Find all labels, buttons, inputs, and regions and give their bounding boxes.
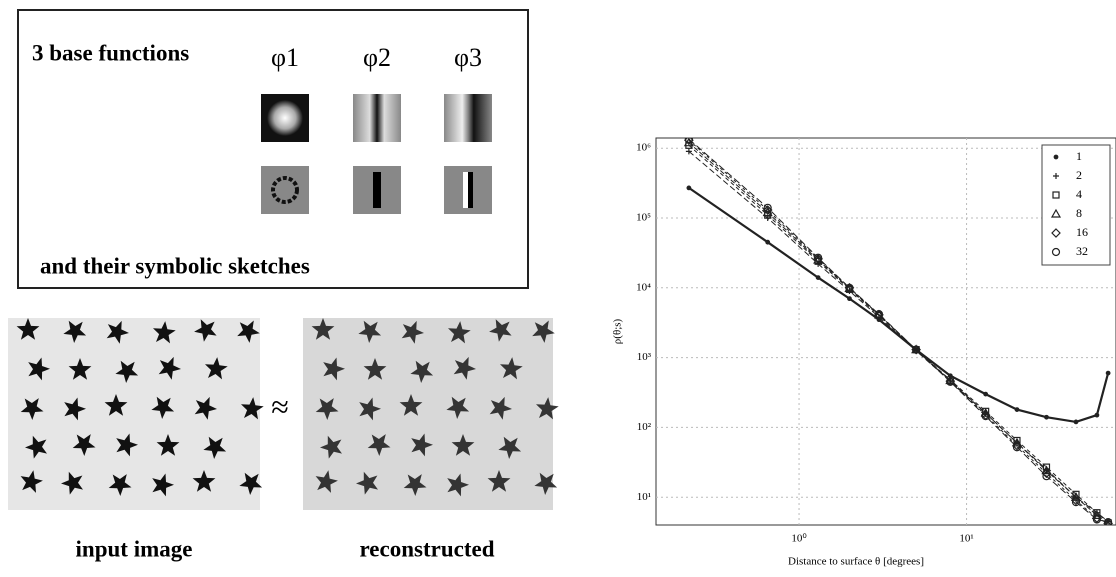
y-tick-label: 10⁵ (636, 212, 651, 224)
reconstructed-image (303, 318, 553, 510)
phi-label: φ1 (271, 43, 299, 72)
point (1054, 155, 1058, 159)
legend-label: 4 (1076, 187, 1082, 201)
base-title: 3 base functions (32, 40, 189, 65)
point (1074, 420, 1078, 424)
y-tick-label: 10³ (637, 351, 652, 363)
legend-label: 8 (1076, 206, 1082, 220)
point (1015, 408, 1019, 412)
input-image (8, 318, 260, 510)
y-tick-label: 10² (637, 421, 652, 433)
page: 3 base functions φ1 φ2 φ3 and their symb… (0, 0, 1116, 577)
sketch-image (261, 166, 309, 214)
point (848, 297, 852, 301)
sketch-bar (463, 172, 468, 208)
basis-image (353, 94, 401, 142)
point (1106, 371, 1110, 375)
point (984, 392, 988, 396)
x-tick-label: 10¹ (959, 533, 973, 545)
y-tick-label: 10¹ (637, 491, 651, 503)
point (687, 186, 691, 190)
plot: 10⁶ 10⁵ 10⁴ 10³ 10² 10¹ 10⁰ 10¹ Distance to surf… (612, 136, 1116, 568)
point (766, 240, 770, 244)
phi-label: φ3 (454, 43, 482, 72)
legend-label: 2 (1076, 168, 1082, 182)
x-axis-label: Distance to surface θ [degrees] (788, 556, 924, 568)
point (1045, 415, 1049, 419)
input-caption: input image (76, 536, 193, 561)
legend-label: 32 (1076, 244, 1088, 258)
y-tick-label: 10⁶ (636, 142, 651, 154)
sketch-caption: and their symbolic sketches (40, 253, 310, 278)
sketch-bar (373, 172, 381, 208)
point (1095, 413, 1099, 417)
basis-image (261, 94, 309, 142)
point (816, 276, 820, 280)
legend-label: 1 (1076, 149, 1082, 163)
approx-sign: ≈ (271, 388, 289, 424)
figure: 3 base functions φ1 φ2 φ3 and their symb… (0, 0, 1116, 572)
legend-label: 16 (1076, 225, 1088, 239)
basis-image (444, 94, 492, 142)
phi-label: φ2 (363, 43, 391, 72)
x-tick-label: 10⁰ (791, 533, 807, 545)
recon-caption: reconstructed (360, 536, 495, 561)
y-tick-label: 10⁴ (636, 281, 651, 293)
y-axis-label: ρ(θ;s) (612, 318, 624, 344)
sketch-bar (468, 172, 473, 208)
